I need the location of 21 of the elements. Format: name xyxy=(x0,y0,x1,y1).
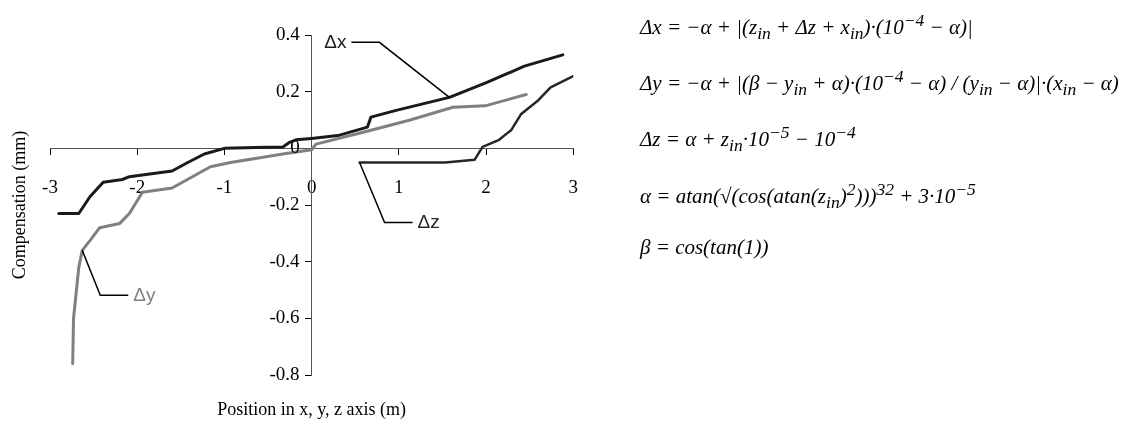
text: Δz = α + z$_{in}$·10$^{−5}$ − 10$^{−4}$ xyxy=(640,122,857,157)
text: α = atan(√(cos(atan(z$_{in}$)$^{2}$)))$^{32}$ + 3·10$^{−5}$ xyxy=(640,178,977,213)
text: Δy = −α + |(β − y$_{in}$ + α)·(10$^{−4}$ − α) / (y$_{in}$ − α)|·(x$_{in}$ − α) xyxy=(640,66,1119,100)
y-tick-label: -0.4 xyxy=(269,249,301,271)
y-axis-title: Compensation (mm) xyxy=(8,130,30,280)
x-axis-title: Position in x, y, z axis (m) xyxy=(217,398,407,420)
x-tick-label: 3 xyxy=(568,175,578,197)
text: Δx xyxy=(324,30,347,52)
text: Δx = −α + |(z$_{in}$ + Δz + x$_{in}$)·(10$^{−4}$ − α)| xyxy=(640,10,974,45)
x-tick-label: -3 xyxy=(42,175,58,197)
text: Δy xyxy=(133,283,156,305)
text: β = cos(tan(1)) xyxy=(640,234,770,260)
y-tick-label: -0.6 xyxy=(269,306,300,328)
y-tick-label: 0.4 xyxy=(275,22,301,44)
text: Δz xyxy=(417,210,440,232)
x-tick-label: -1 xyxy=(216,175,233,197)
x-tick-label: 2 xyxy=(481,175,491,197)
y-tick-label: -0.2 xyxy=(269,192,300,214)
y-tick-label: 0.2 xyxy=(275,79,300,101)
y-tick-label: -0.8 xyxy=(269,362,300,384)
x-tick-label: 1 xyxy=(394,175,404,197)
